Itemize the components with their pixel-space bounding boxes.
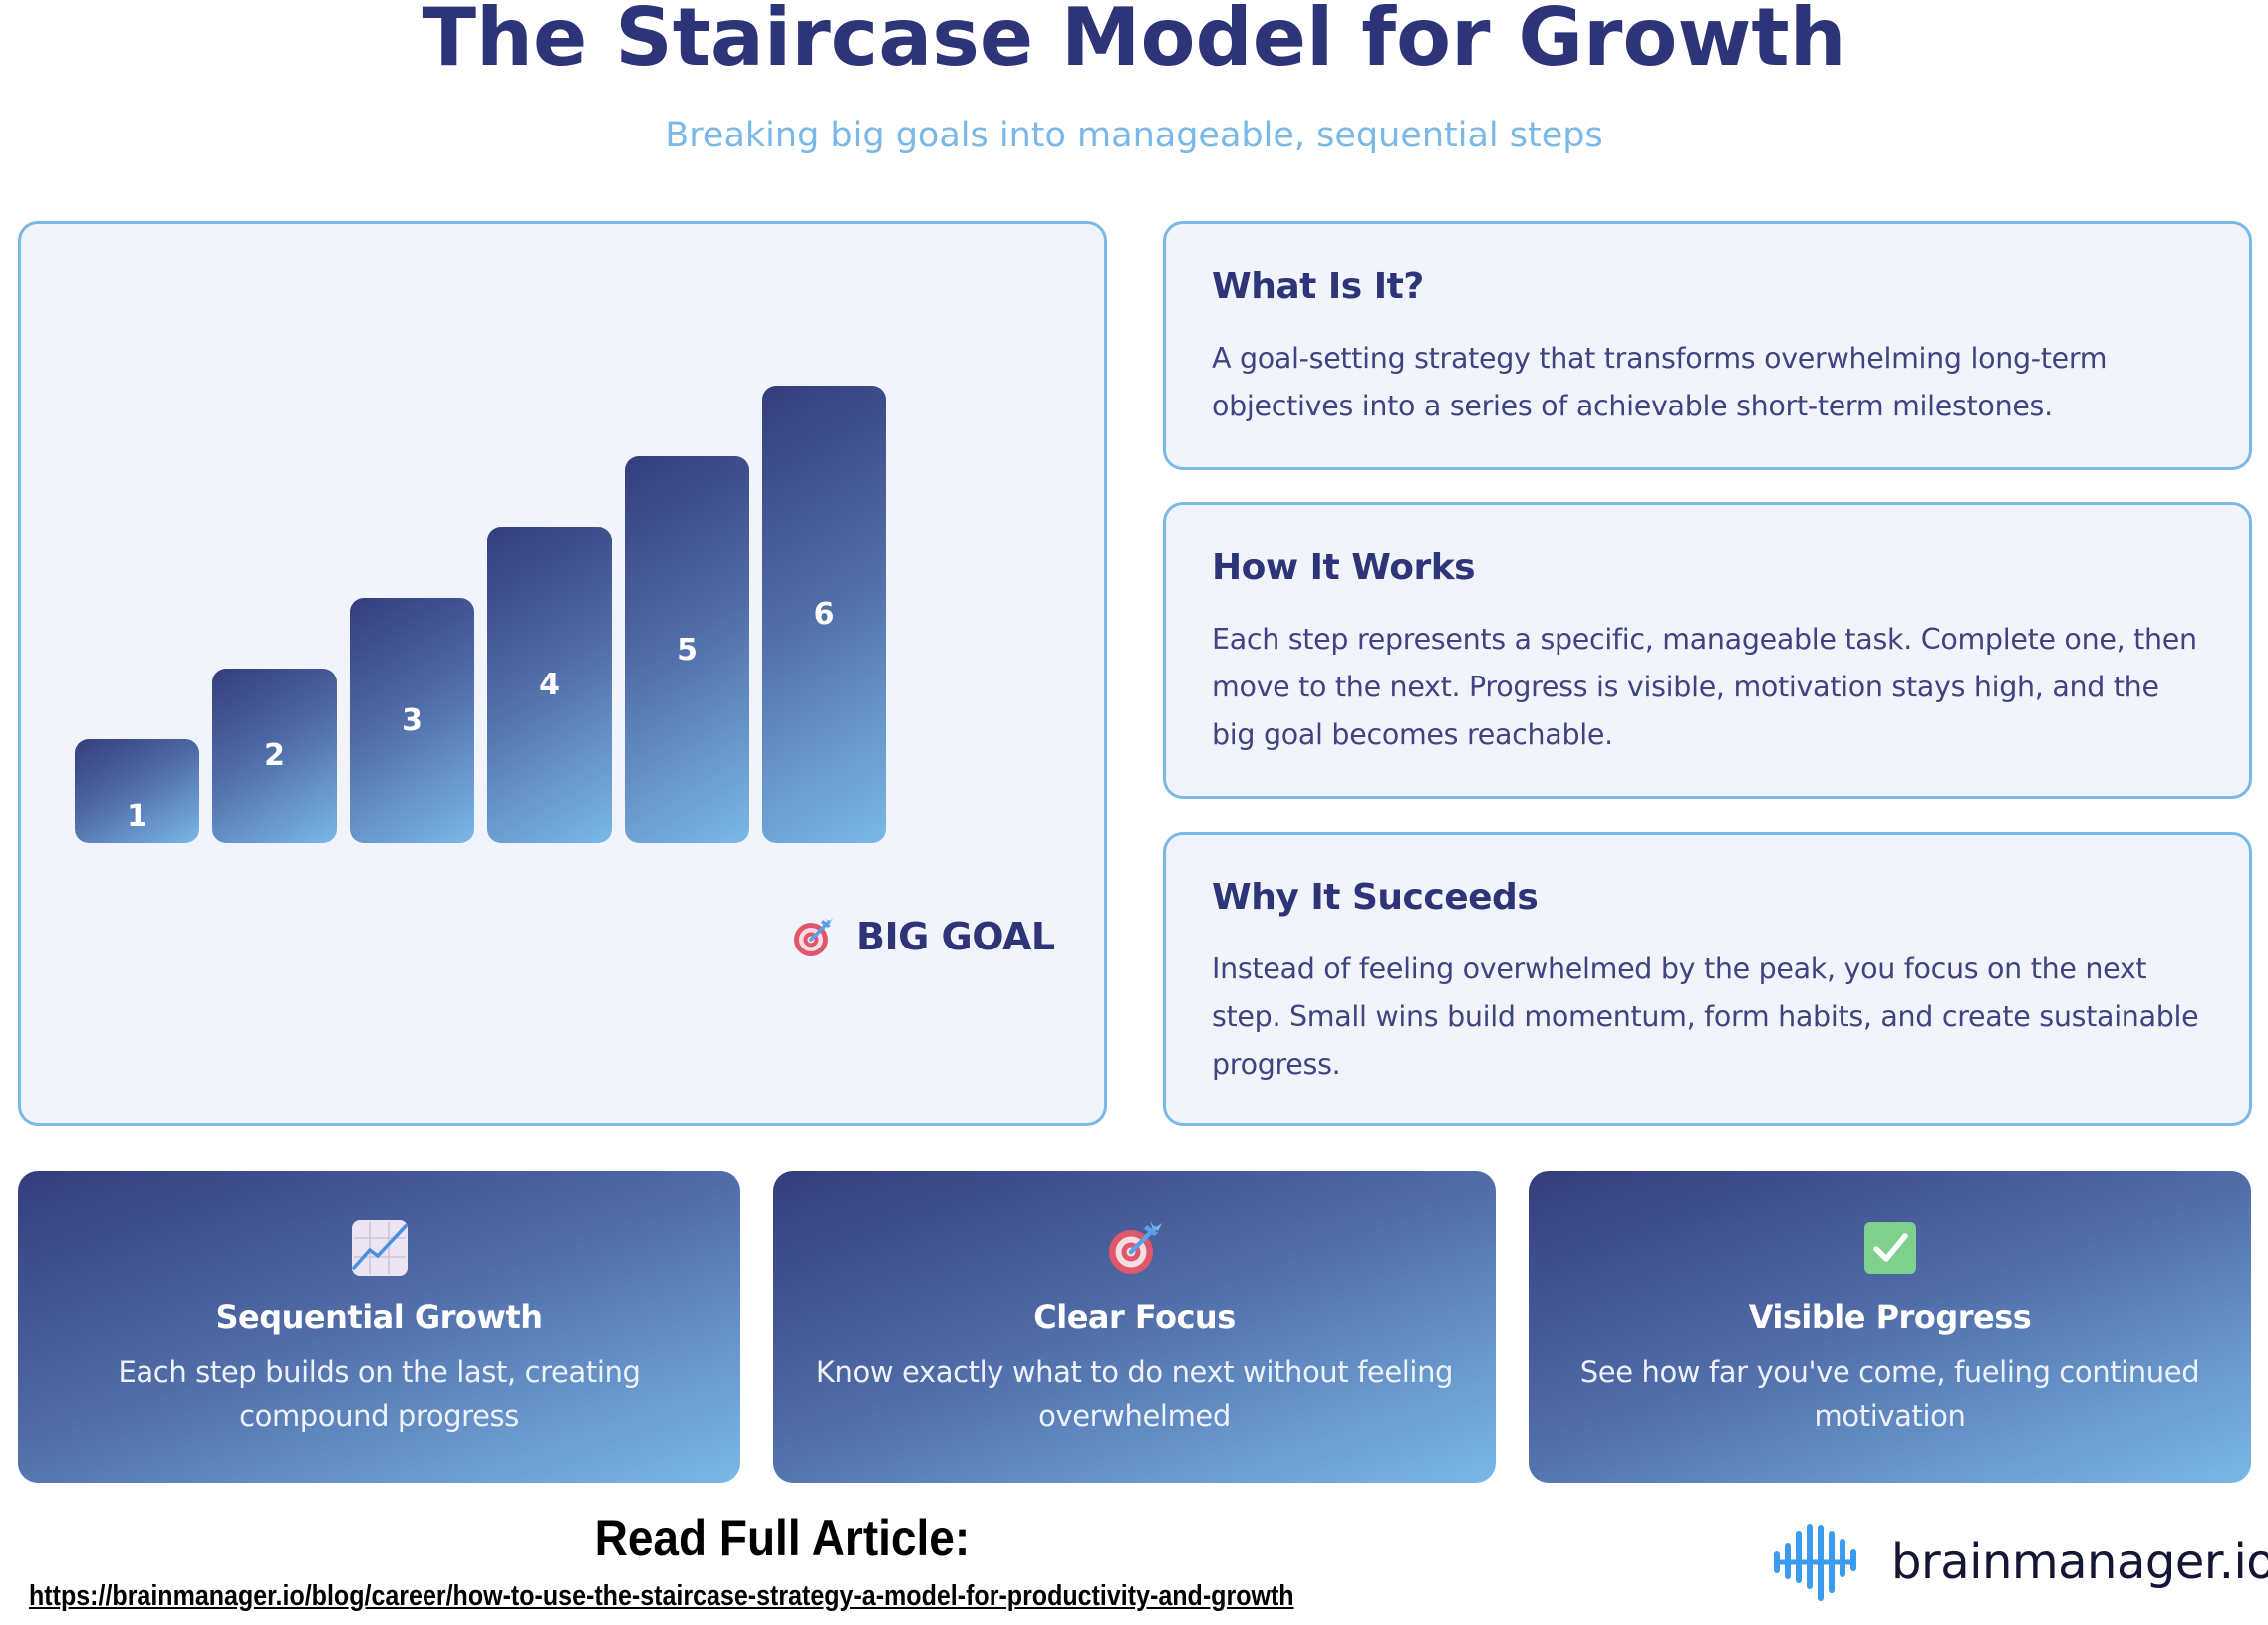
card-title: What Is It?: [1212, 266, 1424, 307]
step-label: 4: [539, 668, 560, 702]
big-goal-label: BIG GOAL: [856, 915, 1055, 958]
page-title: The Staircase Model for Growth: [422, 0, 1846, 84]
card-body: A goal-setting strategy that transforms …: [1212, 342, 2108, 422]
step-1: 1: [75, 739, 199, 843]
step-2: 2: [212, 669, 337, 843]
step-3: 3: [350, 598, 474, 843]
target-dart-icon: [792, 915, 836, 958]
step-label: 3: [402, 702, 423, 738]
card-body: Each step represents a specific, managea…: [1212, 623, 2197, 751]
feature-body: Know exactly what to do next without fee…: [815, 1355, 1454, 1433]
feature-title: Sequential Growth: [215, 1298, 543, 1336]
step-label: 6: [813, 597, 835, 632]
brand-name: brainmanager.io: [1891, 1534, 2268, 1590]
step-label: 2: [264, 738, 285, 773]
step-label: 5: [677, 632, 698, 668]
page-subtitle: Breaking big goals into manageable, sequ…: [665, 116, 1603, 155]
chart-increasing-icon: [350, 1219, 410, 1278]
feature-body: See how far you've come, fueling continu…: [1579, 1355, 2200, 1433]
feature-body: Each step builds on the last, creating c…: [118, 1355, 641, 1433]
feature-card-visible-progress: Visible Progress See how far you've come…: [1529, 1171, 2251, 1483]
step-label: 1: [127, 798, 147, 834]
card-title: Why It Succeeds: [1212, 877, 1539, 918]
read-full-article-label: Read Full Article:: [594, 1510, 971, 1566]
info-card-how-it-works: How It Works Each step represents a spec…: [1163, 502, 2252, 799]
step-5: 5: [625, 456, 749, 843]
target-dart-icon: [1105, 1219, 1165, 1278]
step-6: 6: [762, 386, 886, 843]
info-card-what-is-it: What Is It? A goal-setting strategy that…: [1163, 221, 2252, 470]
card-body: Instead of feeling overwhelmed by the pe…: [1212, 952, 2199, 1081]
check-mark-button-icon: [1860, 1219, 1920, 1278]
card-title: How It Works: [1212, 547, 1476, 588]
big-goal: BIG GOAL: [792, 909, 1055, 964]
article-link[interactable]: https://brainmanager.io/blog/career/how-…: [29, 1580, 1294, 1612]
brainmanager-logo-icon: [1772, 1522, 1861, 1602]
info-card-why-it-succeeds: Why It Succeeds Instead of feeling overw…: [1163, 832, 2252, 1126]
feature-card-clear-focus: Clear Focus Know exactly what to do next…: [773, 1171, 1496, 1483]
feature-title: Visible Progress: [1748, 1298, 2032, 1336]
feature-card-sequential-growth: Sequential Growth Each step builds on th…: [18, 1171, 740, 1483]
step-4: 4: [487, 527, 612, 843]
staircase-panel: 1 2 3 4 5 6: [18, 221, 1107, 1126]
feature-title: Clear Focus: [1033, 1298, 1236, 1336]
brand-logo: brainmanager.io: [1772, 1522, 2268, 1602]
